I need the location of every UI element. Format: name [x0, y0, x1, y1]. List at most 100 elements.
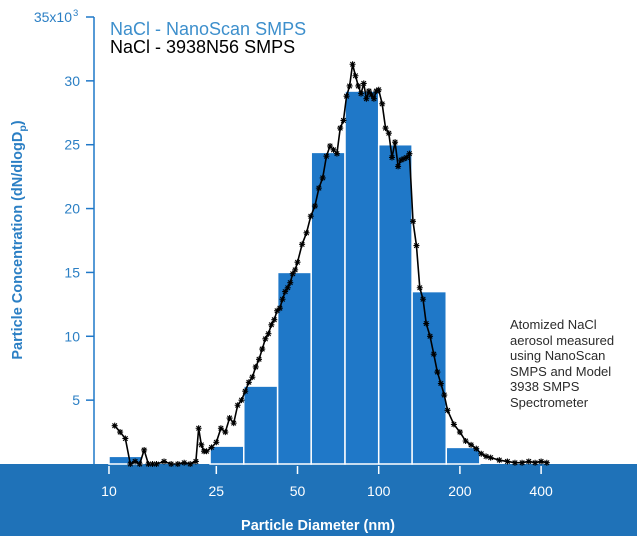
- data-point: [299, 241, 306, 248]
- data-point: [287, 279, 294, 286]
- data-point: [153, 461, 160, 467]
- data-point: [141, 446, 148, 453]
- y-axis-title: Particle Concentration (dN/dlogDp): [10, 120, 29, 359]
- data-point: [430, 351, 437, 358]
- annotation-line: SMPS and Model: [510, 363, 612, 379]
- data-point: [483, 453, 490, 460]
- data-point: [217, 425, 224, 432]
- y-tick-label: 10: [64, 328, 80, 344]
- data-point: [437, 380, 444, 387]
- data-point: [365, 88, 372, 95]
- data-point: [268, 321, 275, 328]
- x-tick-label: 400: [529, 483, 553, 499]
- data-point: [343, 93, 350, 100]
- data-point: [388, 154, 395, 161]
- data-point: [230, 420, 237, 427]
- data-point: [504, 458, 511, 465]
- x-tick-label: 100: [367, 483, 391, 499]
- data-point: [222, 429, 229, 436]
- data-point: [174, 461, 181, 467]
- data-point: [403, 154, 410, 161]
- annotation-line: aerosol measured: [510, 332, 615, 348]
- data-point: [187, 461, 194, 467]
- data-point: [519, 459, 526, 466]
- data-point: [195, 425, 202, 432]
- data-point: [423, 320, 430, 327]
- data-point: [289, 270, 296, 277]
- data-point: [311, 203, 318, 210]
- data-point: [145, 461, 152, 467]
- data-point: [400, 155, 407, 162]
- data-point: [363, 95, 370, 102]
- y-ticks: 5 10 15 20 25 30 35x10 3: [34, 8, 94, 408]
- data-point: [192, 458, 199, 465]
- data-point: [198, 441, 205, 448]
- bar: [344, 90, 380, 465]
- data-point: [327, 142, 334, 149]
- data-point: [398, 157, 405, 164]
- data-point: [213, 439, 220, 446]
- data-point: [234, 402, 241, 409]
- annotation-line: Spectrometer: [510, 394, 589, 410]
- data-point: [375, 86, 382, 93]
- y-tick-label: 25: [64, 137, 80, 153]
- data-point: [532, 459, 539, 466]
- data-point: [282, 288, 289, 295]
- data-point: [416, 284, 423, 291]
- y-tick-exponent: 3: [73, 8, 78, 19]
- data-point: [294, 259, 301, 266]
- data-point: [262, 335, 269, 342]
- data-point: [122, 435, 129, 442]
- data-point: [420, 296, 427, 303]
- annotation-line: Atomized NaCl: [510, 317, 597, 332]
- data-point: [315, 185, 322, 192]
- data-point: [265, 330, 272, 337]
- y-tick-label: 20: [64, 201, 80, 217]
- data-point: [462, 438, 469, 445]
- y-tick-label: 15: [64, 264, 80, 280]
- data-point: [323, 153, 330, 160]
- data-point: [127, 461, 134, 467]
- data-point: [543, 459, 550, 466]
- data-point: [368, 91, 375, 98]
- data-point: [330, 146, 337, 153]
- data-point: [256, 356, 263, 363]
- bar: [209, 445, 245, 465]
- data-point: [292, 266, 299, 273]
- data-point: [238, 397, 245, 404]
- data-point: [441, 392, 448, 399]
- data-point: [413, 242, 420, 249]
- x-axis-band: [0, 464, 637, 536]
- data-point: [392, 139, 399, 146]
- x-tick-label: 50: [290, 483, 306, 499]
- data-point: [249, 374, 256, 381]
- y-tick-label: 30: [64, 73, 80, 89]
- y-tick-label: 5: [72, 392, 80, 408]
- y-axis-title-subscript: p: [17, 125, 29, 131]
- data-point: [360, 80, 367, 87]
- data-point: [279, 296, 286, 303]
- y-axis-title-close: ): [10, 120, 26, 125]
- data-point: [181, 459, 188, 466]
- data-point: [496, 457, 503, 464]
- data-point: [271, 316, 278, 323]
- data-point: [511, 459, 518, 466]
- data-point: [409, 218, 416, 225]
- data-point: [226, 415, 233, 422]
- data-point: [208, 444, 215, 451]
- data-point: [149, 461, 156, 467]
- x-tick-label: 25: [209, 483, 225, 499]
- data-point: [340, 117, 347, 124]
- data-point: [370, 95, 377, 102]
- x-ticks: 10 25 50 100 200 400: [101, 466, 553, 499]
- x-axis-title: Particle Diameter (nm): [241, 518, 395, 534]
- y-tick-label: 35x10: [34, 9, 72, 25]
- data-point: [161, 458, 168, 465]
- data-point: [333, 150, 340, 157]
- data-point: [487, 454, 494, 461]
- data-point: [450, 421, 457, 428]
- bar: [411, 290, 448, 465]
- data-point: [337, 125, 344, 132]
- bar: [276, 271, 312, 465]
